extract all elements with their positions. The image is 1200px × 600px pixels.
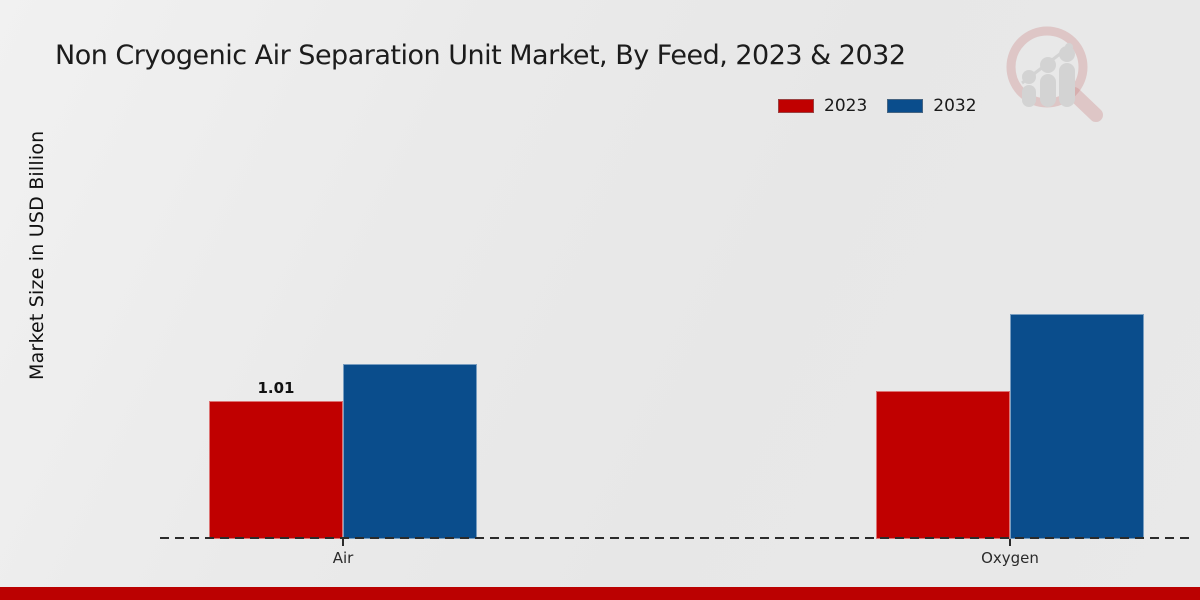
legend: 2023 2032: [778, 96, 977, 116]
x-axis-tick: [342, 539, 344, 546]
bar-2023-air: [209, 401, 343, 539]
legend-item-2032: 2032: [887, 96, 977, 116]
legend-swatch-2032: [887, 99, 924, 113]
legend-item-2023: 2023: [778, 96, 867, 116]
bar-2032-air: [343, 364, 477, 539]
bar-2032-oxygen: [1010, 314, 1144, 539]
bar-value-label: 1.01: [257, 379, 295, 397]
magnifier-bar-chart-icon: [1006, 26, 1103, 122]
legend-label-2032: 2032: [933, 96, 977, 116]
footer-accent-bar: [0, 587, 1200, 600]
x-axis-tick: [1009, 539, 1011, 546]
bar-2023-oxygen: [876, 391, 1010, 539]
legend-swatch-2023: [778, 99, 814, 113]
chart-title: Non Cryogenic Air Separation Unit Market…: [55, 40, 906, 71]
x-axis-line: [160, 537, 1190, 539]
y-axis-label: Market Size in USD Billion: [26, 130, 48, 381]
legend-label-2023: 2023: [824, 96, 868, 116]
category-label-air: Air: [332, 549, 354, 567]
category-label-oxygen: Oxygen: [981, 549, 1039, 567]
